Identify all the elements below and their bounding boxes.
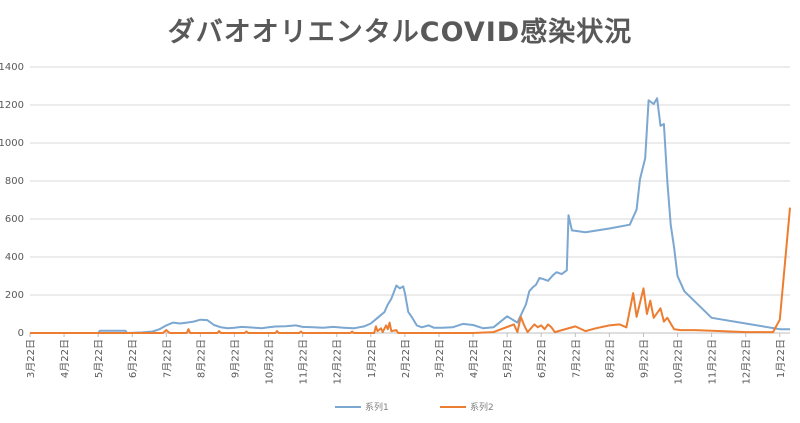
x-tick-label: 1月22日: [366, 339, 378, 378]
x-tick-label: 6月22日: [127, 339, 139, 378]
x-tick-label: 8月22日: [195, 339, 207, 378]
x-tick-label: 10月22日: [673, 339, 685, 384]
x-tick-label: 4月22日: [468, 339, 480, 378]
x-tick-label: 3月22日: [434, 339, 446, 378]
y-tick-label: 1200: [0, 100, 24, 111]
y-tick-label: 200: [5, 290, 24, 301]
x-tick-label: 12月22日: [332, 339, 344, 384]
x-tick-label: 3月22日: [25, 339, 37, 378]
y-tick-label: 600: [5, 214, 24, 225]
x-tick-label: 7月22日: [161, 339, 173, 378]
x-tick-label: 7月22日: [570, 339, 582, 378]
series-line-1: [30, 97, 790, 334]
x-tick-label: 11月22日: [298, 339, 310, 384]
x-tick-label: 4月22日: [59, 339, 71, 378]
x-tick-label: 2月22日: [400, 339, 412, 378]
y-tick-label: 800: [5, 176, 24, 187]
x-tick-label: 12月22日: [741, 339, 753, 384]
x-tick-label: 9月22日: [229, 339, 241, 378]
y-tick-label: 1000: [0, 138, 24, 149]
legend-label: 系列2: [470, 401, 494, 413]
series-line-2: [30, 207, 791, 334]
x-tick-label: 9月22日: [638, 339, 650, 378]
x-tick-label: 1月22日: [775, 339, 787, 378]
x-tick-label: 5月22日: [502, 339, 514, 378]
y-tick-label: 1400: [0, 62, 24, 73]
y-tick-label: 0: [18, 328, 24, 339]
x-tick-label: 6月22日: [536, 339, 548, 378]
legend-label: 系列1: [365, 401, 389, 413]
x-tick-label: 5月22日: [93, 339, 105, 378]
y-tick-label: 400: [5, 252, 24, 263]
x-tick-label: 8月22日: [604, 339, 616, 378]
x-tick-label: 10月22日: [264, 339, 276, 384]
chart-title: ダバオオリエンタルCOVID感染状況: [167, 17, 633, 48]
x-tick-label: 11月22日: [707, 339, 719, 384]
